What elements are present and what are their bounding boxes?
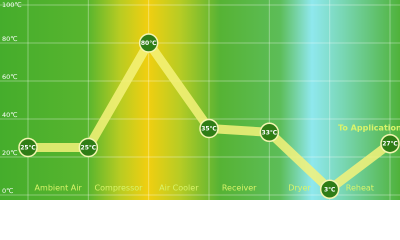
value-label: 33℃: [262, 129, 278, 136]
point-marker: [78, 137, 99, 158]
value-label: 27℃: [382, 141, 398, 148]
point-marker: [380, 133, 400, 154]
value-label: 80℃: [141, 40, 157, 47]
y-tick-label: 0℃: [2, 187, 13, 195]
temperature-point: 35℃: [199, 118, 219, 139]
y-tick-label: 100℃: [2, 1, 22, 9]
zone-label: Reheat: [346, 184, 374, 193]
point-marker: [319, 179, 340, 200]
temperature-point: 27℃: [380, 133, 400, 154]
page: To Application 0℃ 20℃ 40℃ 60℃ 80℃ 100℃ Ambient…: [0, 0, 400, 200]
temperature-point: 25℃: [78, 137, 99, 158]
zone-label: Receiver: [222, 184, 257, 193]
point-marker: [138, 33, 159, 53]
temperature-point: 25℃: [18, 137, 38, 158]
zone-label: Air Cooler: [159, 184, 199, 193]
background: [0, 0, 400, 200]
temperature-point: 33℃: [259, 122, 280, 143]
zone-label: Dryer: [288, 184, 311, 193]
y-tick-label: 60℃: [2, 73, 18, 81]
temperature-point: 80℃: [138, 33, 159, 53]
point-marker: [259, 122, 280, 143]
value-label: 25℃: [20, 145, 36, 152]
y-tick-label: 20℃: [2, 149, 18, 157]
zone-label: Compressor: [95, 184, 144, 193]
y-tick-label: 80℃: [2, 35, 18, 43]
value-label: 3℃: [324, 186, 335, 193]
annotation: To Application: [338, 124, 400, 133]
zone-label: Ambient Air: [35, 184, 83, 193]
value-label: 35℃: [201, 126, 217, 133]
point-marker: [199, 118, 219, 139]
temperature-point: 3℃: [319, 179, 340, 200]
value-label: 25℃: [81, 145, 97, 152]
y-tick-label: 40℃: [2, 111, 18, 119]
point-marker: [18, 137, 38, 158]
chart: To Application 0℃ 20℃ 40℃ 60℃ 80℃ 100℃ Ambient…: [0, 0, 400, 200]
